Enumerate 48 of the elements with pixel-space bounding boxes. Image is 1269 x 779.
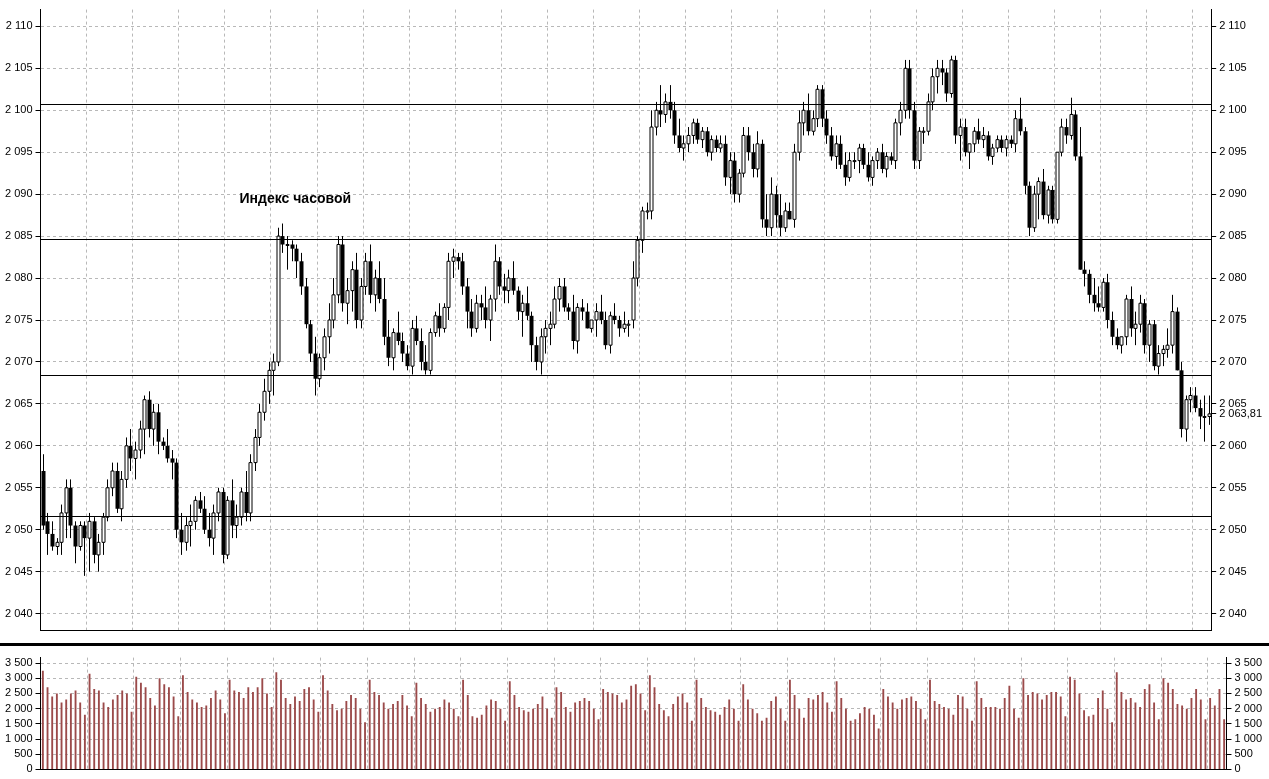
y2-tick-label: 2 100 bbox=[1219, 103, 1247, 116]
y2-tick-label: 2 090 bbox=[1219, 187, 1247, 200]
y-tick-label: 1 000 bbox=[5, 732, 33, 745]
y2-tick-label: 0 bbox=[1234, 762, 1241, 775]
y-tick-label: 2 040 bbox=[5, 606, 33, 619]
y2-tick-label: 2 050 bbox=[1219, 522, 1247, 535]
y-tick-label: 2 110 bbox=[5, 19, 33, 32]
y2-tick-label: 2 065 bbox=[1219, 396, 1247, 409]
y2-tick-label: 2 095 bbox=[1219, 145, 1247, 158]
y-tick-label: 2 060 bbox=[5, 438, 33, 451]
y2-tick-label: 2 055 bbox=[1219, 480, 1247, 493]
text: Индекс часовой bbox=[239, 189, 352, 206]
y-tick-label: 2 045 bbox=[5, 564, 33, 577]
y-tick-label: 2 500 bbox=[5, 686, 33, 699]
y-tick-label: 2 090 bbox=[5, 187, 33, 200]
y2-tick-label: 2 040 bbox=[1219, 606, 1247, 619]
y-tick-label: 2 055 bbox=[5, 480, 33, 493]
y-tick-label: 1 500 bbox=[5, 716, 33, 729]
y-tick-label: 2 070 bbox=[5, 354, 33, 367]
y-tick-label: 2 075 bbox=[5, 313, 33, 326]
y-tick-label: 2 080 bbox=[5, 271, 33, 284]
y2-tick-label: 3 500 bbox=[1234, 656, 1262, 669]
y2-tick-label: 1 500 bbox=[1234, 716, 1262, 729]
y2-tick-label: 2 110 bbox=[1219, 19, 1246, 32]
y2-tick-label: 2 063,81 bbox=[1219, 406, 1263, 419]
y-tick-label: 2 050 bbox=[5, 522, 33, 535]
y-tick-label: 3 500 bbox=[5, 656, 33, 669]
y2-tick-label: 2 070 bbox=[1219, 354, 1247, 367]
y-tick-label: 0 bbox=[26, 762, 33, 775]
y2-tick-label: 2 080 bbox=[1219, 271, 1247, 284]
y-tick-label: 2 065 bbox=[5, 396, 33, 409]
y-tick-label: 500 bbox=[14, 747, 33, 760]
y2-tick-label: 2 105 bbox=[1219, 61, 1247, 74]
y2-tick-label: 2 500 bbox=[1234, 686, 1262, 699]
y-tick-label: 2 085 bbox=[5, 229, 33, 242]
y-tick-label: 2 105 bbox=[5, 61, 33, 74]
y2-tick-label: 1 000 bbox=[1234, 732, 1262, 745]
y-tick-label: 3 000 bbox=[5, 671, 33, 684]
y-tick-label: 2 000 bbox=[5, 701, 33, 714]
y-tick-label: 2 095 bbox=[5, 145, 33, 158]
y2-tick-label: 2 060 bbox=[1219, 438, 1247, 451]
y2-tick-label: 2 000 bbox=[1234, 701, 1262, 714]
y-tick-label: 2 100 bbox=[5, 103, 33, 116]
y2-tick-label: 500 bbox=[1234, 747, 1253, 760]
y2-tick-label: 3 000 bbox=[1234, 671, 1262, 684]
y2-tick-label: 2 085 bbox=[1219, 229, 1247, 242]
y2-tick-label: 2 075 bbox=[1219, 313, 1247, 326]
y2-tick-label: 2 045 bbox=[1219, 564, 1247, 577]
